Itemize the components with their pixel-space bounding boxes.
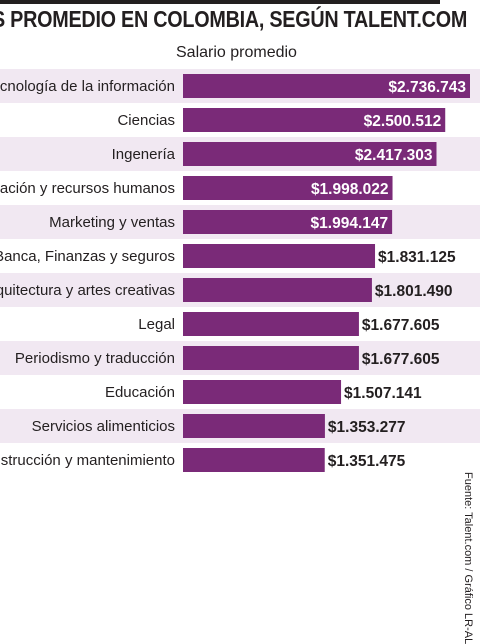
value-label: $2.500.512: [364, 113, 442, 130]
bar: [183, 380, 342, 404]
category-label: Legal: [138, 316, 175, 333]
bar: [183, 414, 325, 438]
category-label: Ciencias: [117, 112, 175, 129]
category-label: Administración y recursos humanos: [0, 180, 175, 197]
value-label: $2.736.743: [388, 79, 466, 96]
bar: [183, 142, 437, 166]
bar: [183, 278, 372, 302]
category-label: Tecnología de la información: [0, 78, 175, 95]
value-label: $1.831.125: [378, 249, 456, 266]
bar-chart: Tecnología de la información $2.736.743 Ci…: [0, 69, 480, 472]
category-label: Marketing y ventas: [49, 214, 175, 231]
value-label: $1.994.147: [311, 215, 389, 232]
bar: [183, 244, 376, 268]
series-header: Salario promedio: [176, 44, 297, 61]
value-label: $1.998.022: [311, 181, 389, 198]
value-label: $1.677.605: [362, 351, 440, 368]
bar: [183, 176, 393, 200]
category-label: Banca, Finanzas y seguros: [0, 248, 175, 265]
bar: [183, 346, 359, 370]
category-label: Periodismo y traducción: [15, 350, 175, 367]
bar: [183, 312, 359, 336]
category-label: Educación: [105, 384, 175, 401]
chart-title: S PROMEDIO EN COLOMBIA, SEGÚN TALENT.COM: [0, 6, 468, 32]
value-label: $1.351.475: [328, 453, 406, 470]
bar: [183, 74, 470, 98]
category-label: Servicios alimenticios: [32, 418, 175, 435]
value-label: $1.507.141: [344, 385, 422, 402]
value-label: $1.801.490: [375, 283, 453, 300]
category-label: Ingenería: [112, 146, 176, 163]
category-label: Arquitectura y artes creativas: [0, 282, 175, 299]
source-note: Fuente: Talent.com / Gráfico LR-AL: [462, 472, 474, 644]
category-label: Construcción y mantenimiento: [0, 452, 175, 469]
bar: [183, 108, 446, 132]
value-label: $1.677.605: [362, 317, 440, 334]
bar: [183, 210, 393, 234]
bar: [183, 448, 325, 472]
value-label: $2.417.303: [355, 147, 433, 164]
title-rule: [0, 0, 440, 4]
value-label: $1.353.277: [328, 419, 406, 436]
